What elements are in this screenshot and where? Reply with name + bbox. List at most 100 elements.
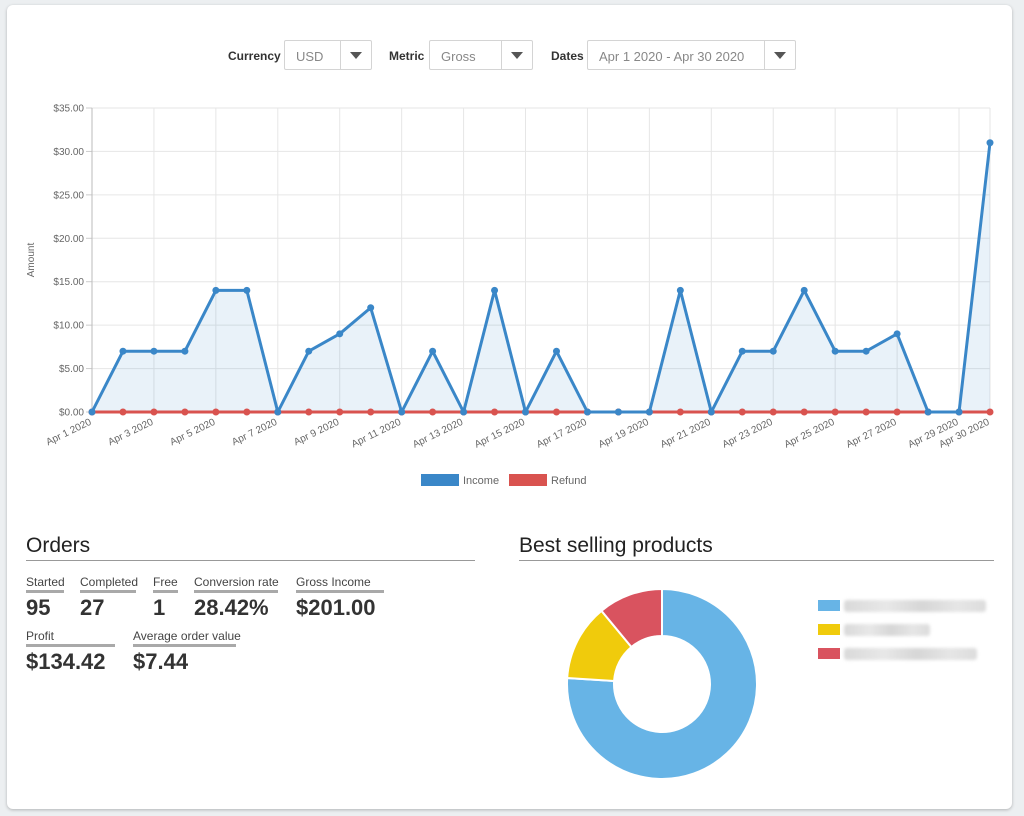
y-tick-label: $35.00 (53, 104, 84, 115)
refund-point (831, 408, 839, 416)
income-point (119, 347, 127, 355)
income-line (90, 142, 992, 414)
income-point (583, 408, 591, 416)
y-axis-label: Amount (26, 243, 37, 278)
donut-slice-3[interactable] (600, 587, 663, 649)
income-point (862, 347, 870, 355)
x-tick-label: Apr 13 2020 (411, 417, 465, 451)
y-tick-label: $25.00 (53, 190, 84, 201)
income-point (181, 347, 189, 355)
legend-label-product-2-redacted[interactable] (844, 624, 930, 636)
stat-bar-conversion-rate (194, 590, 278, 593)
y-tick-label: $10.00 (53, 321, 84, 332)
income-area (92, 142, 990, 412)
metric-dropdown-button[interactable] (501, 41, 532, 69)
y-tick-label: $0.00 (59, 408, 84, 419)
income-point (552, 347, 560, 355)
income-point (491, 286, 499, 294)
refund-point (893, 408, 901, 416)
x-tick-label: Apr 11 2020 (350, 417, 404, 451)
stat-bar-profit (26, 644, 115, 647)
income-point (831, 347, 839, 355)
stat-bar-gross-income (296, 590, 384, 593)
income-point (88, 408, 96, 416)
refund-point (491, 408, 499, 416)
refund-point (181, 408, 189, 416)
currency-select[interactable]: USD (284, 40, 372, 70)
stat-value-completed: 27 (80, 595, 105, 620)
legend-label-income: Income (463, 475, 499, 487)
refund-point (676, 408, 684, 416)
legend-label-product-3-redacted[interactable] (844, 648, 977, 660)
income-point (769, 347, 777, 355)
refund-point (429, 408, 437, 416)
legend-label-product-1-redacted[interactable] (844, 600, 986, 612)
refund-point (862, 408, 870, 416)
x-tick-label: Apr 17 2020 (535, 417, 589, 451)
chevron-down-icon (350, 52, 362, 59)
currency-dropdown-button[interactable] (340, 41, 371, 69)
x-tick-label: Apr 25 2020 (783, 417, 837, 451)
legend-swatch-product-1[interactable] (818, 600, 840, 611)
x-tick-label: Apr 15 2020 (473, 417, 527, 451)
dates-label: Dates (551, 49, 584, 63)
stat-bar-average-order-value (133, 644, 236, 647)
stat-value-gross-income: $201.00 (296, 595, 376, 620)
x-tick-label: Apr 9 2020 (292, 417, 341, 449)
income-point (243, 286, 251, 294)
income-point (429, 347, 437, 355)
x-tick-label: Apr 27 2020 (845, 417, 899, 451)
legend-swatch-refund (509, 474, 547, 486)
orders-title: Orders (26, 534, 91, 557)
chevron-down-icon (511, 52, 523, 59)
income-point (367, 304, 375, 312)
income-point (800, 286, 808, 294)
income-point (738, 347, 746, 355)
refund-point (738, 408, 746, 416)
legend-swatch-product-2[interactable] (818, 624, 840, 635)
stat-label-started: Started (26, 575, 65, 589)
income-point (676, 286, 684, 294)
refund-point (305, 408, 313, 416)
refund-point (769, 408, 777, 416)
dates-value: Apr 1 2020 - Apr 30 2020 (599, 49, 745, 64)
x-tick-label: Apr 7 2020 (230, 417, 279, 449)
stat-value-started: 95 (26, 595, 51, 620)
donut-slice-1[interactable] (566, 587, 758, 780)
dashboard-card (7, 5, 1012, 809)
metric-select[interactable]: Gross (429, 40, 533, 70)
y-tick-label: $20.00 (53, 234, 84, 245)
income-point (614, 408, 622, 416)
x-tick-label: Apr 5 2020 (168, 417, 217, 449)
dates-dropdown-button[interactable] (764, 41, 795, 69)
stat-value-free: 1 (153, 595, 166, 620)
dates-select[interactable]: Apr 1 2020 - Apr 30 2020 (587, 40, 796, 70)
x-tick-label: Apr 21 2020 (659, 417, 713, 451)
income-point (274, 408, 282, 416)
legend-label-refund: Refund (551, 475, 586, 487)
x-tick-label: Apr 19 2020 (597, 417, 651, 451)
legend-swatch-product-3[interactable] (818, 648, 840, 659)
income-point (893, 330, 901, 338)
refund-point (150, 408, 158, 416)
income-point (986, 139, 994, 147)
income-point (336, 330, 344, 338)
stat-bar-free (153, 590, 178, 593)
stat-value-conversion-rate: 28.42% (194, 595, 269, 620)
income-point (460, 408, 468, 416)
income-point (398, 408, 406, 416)
x-tick-label: Apr 3 2020 (106, 417, 155, 449)
income-point (924, 408, 932, 416)
refund-point (336, 408, 344, 416)
best-selling-divider (519, 560, 994, 561)
filter-bar: Currency USD Metric Gross Dates Apr 1 20… (0, 40, 1024, 72)
legend-swatch-income (421, 474, 459, 486)
stat-bar-started (26, 590, 64, 593)
metric-label: Metric (389, 49, 425, 63)
income-point (645, 408, 653, 416)
income-point (707, 408, 715, 416)
chevron-down-icon (774, 52, 786, 59)
stat-label-conversion-rate: Conversion rate (194, 575, 279, 589)
income-point (522, 408, 530, 416)
y-tick-label: $15.00 (53, 277, 84, 288)
